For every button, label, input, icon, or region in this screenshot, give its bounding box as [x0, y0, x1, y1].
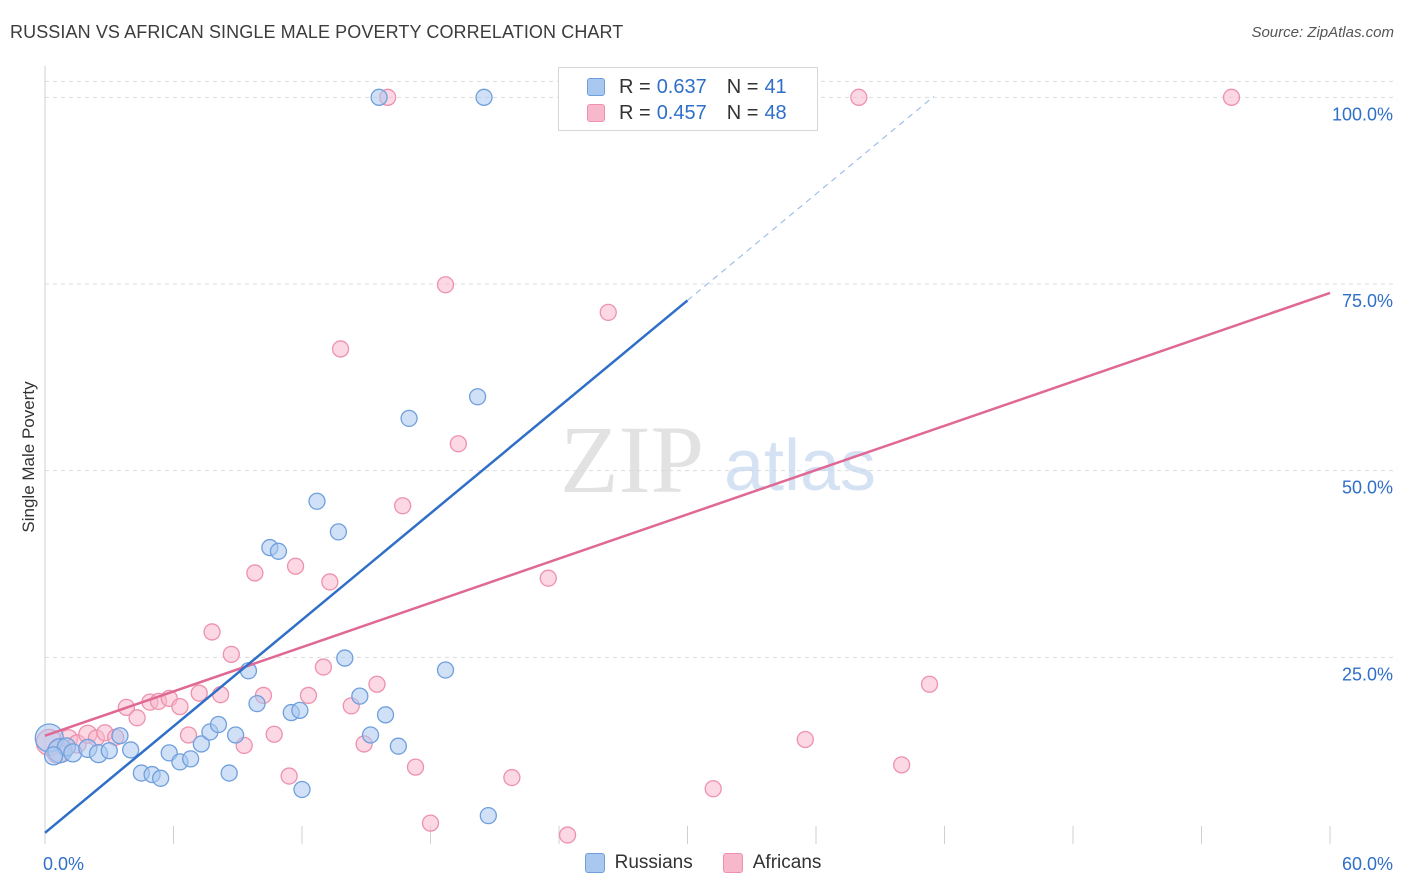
russians-point [269, 542, 288, 560]
africans-legend-swatch [722, 853, 743, 873]
africans-point [368, 675, 386, 693]
legend-n-label: N = [726, 75, 759, 98]
africans-point [321, 573, 339, 591]
africans-point [211, 686, 230, 704]
russians-point [389, 737, 408, 755]
africans-point [331, 340, 350, 358]
africans-r-value: 0.457 [656, 101, 707, 124]
africans-point [246, 564, 264, 582]
russians-point [475, 88, 493, 106]
africans-point [222, 645, 240, 663]
russians-point [361, 726, 380, 744]
africans-point [436, 276, 455, 294]
legend-row-africans: R = 0.457 N = 48 [587, 100, 787, 126]
africans-point [503, 768, 521, 787]
legend-r-label: R = [619, 75, 651, 98]
y-tick-label: 100.0% [1332, 104, 1393, 124]
legend-row-russians: R = 0.637 N = 41 [587, 74, 787, 100]
africans-point [449, 435, 467, 453]
russians-legend-label: Russians [614, 852, 693, 873]
source-label: Source: ZipAtlas.com [1251, 24, 1394, 41]
series-legend-africans[interactable]: Africans [722, 852, 822, 874]
y-tick-label: 25.0% [1342, 664, 1393, 684]
russians-n-value: 41 [764, 75, 787, 98]
russians-point [209, 715, 228, 734]
russians-point [370, 88, 388, 106]
africans-point [406, 758, 425, 776]
africans-point [850, 88, 868, 106]
russians-point [329, 523, 348, 541]
y-axis-title: Single Male Poverty [19, 381, 38, 533]
x-tick-label: 0.0% [43, 854, 84, 874]
russians-point [293, 780, 311, 799]
russians-point [291, 701, 309, 719]
russians-trend-line [44, 299, 689, 834]
y-tick-label: 75.0% [1342, 291, 1393, 311]
russians-point [479, 806, 497, 825]
africans-point [171, 697, 189, 716]
russians-point [181, 750, 200, 768]
africans-legend-label: Africans [752, 852, 822, 873]
series-legend-russians[interactable]: Russians [584, 852, 693, 874]
russians-point [351, 687, 369, 705]
africans-point [190, 684, 208, 702]
series-legend: Russians Africans [0, 852, 1406, 874]
watermark-zip: ZIP [560, 406, 704, 513]
africans-point [280, 767, 298, 785]
trend-lines [44, 95, 1331, 834]
russians-point [226, 726, 245, 744]
russians-point [192, 735, 210, 753]
russians-point [111, 727, 129, 745]
russians-point [248, 694, 266, 713]
africans-n-value: 48 [764, 101, 787, 124]
russians-point [376, 706, 395, 724]
russians-point [151, 769, 170, 787]
legend-n-label: N = [726, 101, 759, 124]
legend-r-label: R = [619, 101, 651, 124]
africans-point [203, 623, 221, 641]
x-tick-label: 60.0% [1342, 854, 1393, 874]
africans-swatch [587, 104, 605, 122]
africans-point [558, 826, 577, 844]
africans-point [920, 675, 939, 693]
africans-point [394, 497, 412, 515]
russians-r-value: 0.637 [656, 75, 707, 98]
russians-swatch [587, 78, 605, 96]
y-tick-label: 50.0% [1342, 478, 1393, 498]
africans-point [704, 780, 722, 798]
russians-point [336, 649, 354, 667]
russians-point [436, 661, 455, 679]
africans-point [265, 725, 283, 743]
africans-trend-line [44, 291, 1331, 737]
africans-point [128, 709, 146, 727]
correlation-legend: R = 0.637 N = 41 R = 0.457 N = 48 [558, 67, 818, 131]
africans-point [539, 569, 557, 587]
russians-points [34, 88, 497, 825]
grid-layer [44, 66, 1395, 844]
africans-point [314, 658, 333, 676]
russians-legend-swatch [584, 853, 605, 873]
africans-point [299, 686, 318, 705]
russians-point [100, 742, 118, 760]
africans-point [421, 814, 440, 832]
africans-point [286, 557, 305, 575]
chart-title: RUSSIAN VS AFRICAN SINGLE MALE POVERTY C… [10, 22, 624, 42]
russians-point [220, 764, 238, 782]
africans-point [179, 726, 198, 744]
russians-point [308, 492, 326, 510]
russians-point [400, 409, 418, 428]
russians-point [468, 388, 487, 406]
axis-labels: 25.0% 50.0% 75.0% 100.0% 0.0% 60.0% [43, 104, 1393, 874]
russians-trend-extension [687, 95, 935, 301]
russians-point [43, 746, 64, 766]
africans-point [1222, 88, 1241, 106]
africans-point [893, 756, 911, 774]
russians-point [122, 741, 140, 759]
africans-point [599, 303, 617, 322]
africans-point [796, 730, 814, 749]
